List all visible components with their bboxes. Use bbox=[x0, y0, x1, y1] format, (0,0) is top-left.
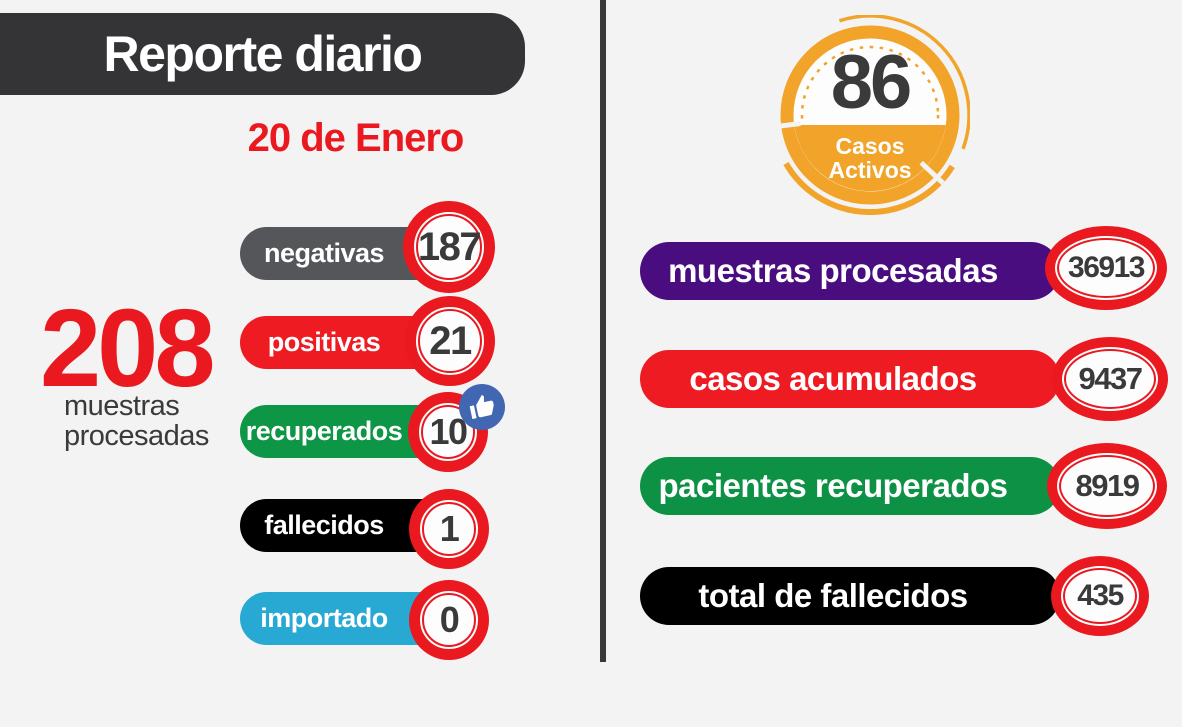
pill-pacientes-recuperados: pacientes recuperados bbox=[640, 457, 1060, 515]
badge-inner-ring bbox=[1059, 455, 1155, 517]
pill-negativas-label: negativas bbox=[263, 238, 385, 268]
report-title-bar: Reporte diario bbox=[0, 13, 525, 95]
badge-inner-ring bbox=[416, 214, 482, 280]
page-title: Reporte diario bbox=[103, 26, 423, 82]
pill-muestras-procesadas: muestras procesadas bbox=[640, 242, 1060, 300]
pill-positivas-label: positivas bbox=[267, 327, 381, 357]
pill-total-fallecidos-label: total de fallecidos bbox=[698, 577, 968, 614]
daily-total-label-line1: muestras bbox=[64, 390, 180, 422]
badge-inner-ring bbox=[1057, 238, 1155, 298]
badge-importado-value: 0 bbox=[439, 599, 460, 640]
badge-fallecidos-value: 1 bbox=[439, 508, 460, 549]
daily-total-label: muestras procesadas bbox=[64, 390, 209, 452]
report-date: 20 de Enero bbox=[247, 116, 465, 160]
vertical-divider bbox=[600, 0, 606, 662]
daily-total-label-line2: procesadas bbox=[64, 419, 209, 452]
badge-negativas-value: 187 bbox=[417, 224, 482, 269]
badge-total-fallecidos-value: 435 bbox=[1077, 579, 1124, 612]
badge-negativas: 187 bbox=[403, 201, 495, 293]
daily-total-value: 208 bbox=[40, 287, 216, 410]
active-cases-label-line2: Activos bbox=[828, 157, 911, 183]
active-cases-label-line1: Casos bbox=[835, 133, 904, 159]
active-cases-badge: 86 Casos Activos bbox=[770, 14, 971, 216]
badge-casos-acumulados-value: 9437 bbox=[1078, 361, 1143, 396]
pill-fallecidos-label: fallecidos bbox=[264, 510, 384, 540]
badge-inner-ring bbox=[422, 502, 476, 556]
badge-inner-ring bbox=[422, 593, 476, 647]
badge-positivas-value: 21 bbox=[429, 318, 472, 363]
badge-inner-ring bbox=[421, 405, 475, 459]
pill-casos-acumulados: casos acumulados bbox=[640, 350, 1060, 408]
badge-total-fallecidos: 435 bbox=[1051, 556, 1149, 636]
pill-muestras-procesadas-label: muestras procesadas bbox=[668, 252, 998, 289]
badge-inner-ring bbox=[418, 309, 482, 373]
pill-pacientes-recuperados-label: pacientes recuperados bbox=[658, 467, 1009, 504]
badge-inner-ring bbox=[1064, 349, 1156, 409]
pill-total-fallecidos: total de fallecidos bbox=[640, 567, 1060, 625]
badge-fallecidos: 1 bbox=[409, 489, 489, 569]
badge-positivas: 21 bbox=[405, 296, 495, 386]
badge-pacientes-recuperados-value: 8919 bbox=[1075, 468, 1140, 503]
badge-importado: 0 bbox=[409, 580, 489, 660]
pill-recuperados-label: recuperados bbox=[245, 416, 403, 446]
pill-importado-label: importado bbox=[260, 603, 388, 633]
badge-inner-ring bbox=[1063, 568, 1137, 624]
badge-muestras-procesadas: 36913 bbox=[1045, 226, 1167, 310]
active-cases-value: 86 bbox=[831, 40, 910, 125]
thumbs-up-icon bbox=[469, 394, 494, 420]
badge-pacientes-recuperados: 8919 bbox=[1047, 443, 1167, 529]
facebook-like-icon bbox=[459, 384, 505, 430]
pill-casos-acumulados-label: casos acumulados bbox=[689, 360, 977, 397]
badge-muestras-procesadas-value: 36913 bbox=[1068, 251, 1145, 284]
active-cases-circle-graphic: 86 Casos Activos bbox=[770, 14, 971, 216]
badge-casos-acumulados: 9437 bbox=[1052, 337, 1168, 421]
